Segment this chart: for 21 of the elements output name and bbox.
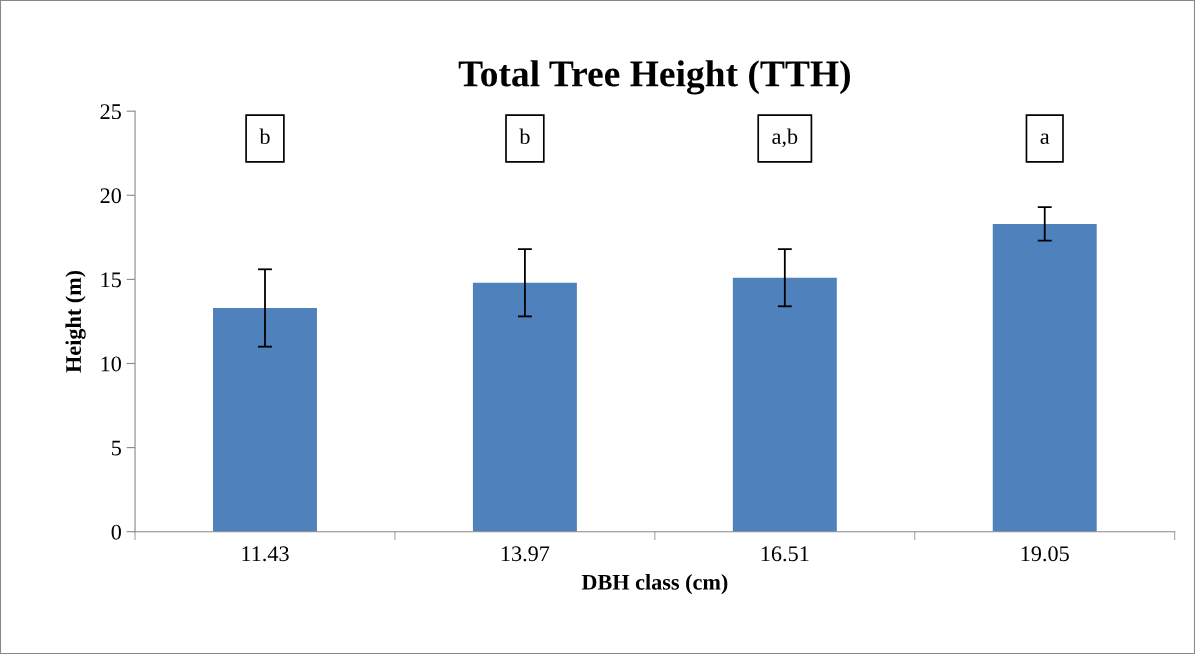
x-tick-label: 16.51 [761, 546, 809, 562]
bar [992, 223, 1097, 532]
y-axis-title: Height (m) [65, 270, 86, 373]
annotation: a,b [772, 128, 798, 148]
bar [472, 282, 577, 532]
annotation: a [1040, 133, 1050, 145]
y-tick-label: 20 [100, 188, 121, 204]
x-tick-label: 19.05 [1021, 546, 1069, 562]
x-axis-title: DBH class (cm) [581, 574, 728, 595]
bar [213, 307, 317, 532]
y-tick-label: 25 [100, 104, 121, 120]
bar [732, 277, 837, 532]
chart-title: Total Tree Height (TTH) [458, 60, 850, 95]
y-tick-label: 10 [101, 356, 121, 372]
annotation: b [519, 128, 530, 145]
y-tick-label: 5 [112, 440, 121, 456]
x-tick-label: 11.43 [242, 546, 289, 562]
x-tick-label: 13.97 [501, 546, 550, 562]
y-tick-label: 15 [101, 272, 121, 288]
y-tick-label: 0 [111, 524, 121, 540]
annotation: b [259, 128, 270, 145]
